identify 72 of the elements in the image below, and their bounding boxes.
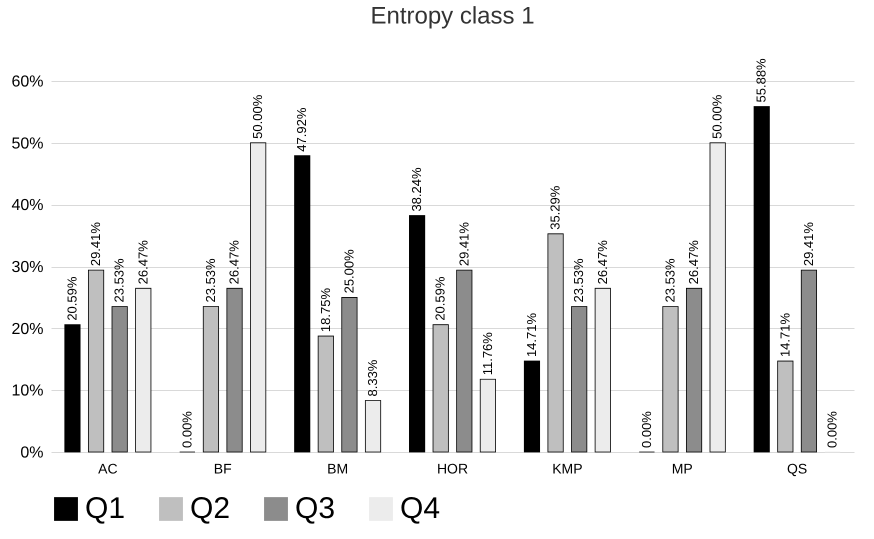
y-tick-label: 40% [11,197,44,214]
bar [571,306,588,452]
y-tick-label: 30% [11,259,44,276]
bar [710,142,726,452]
bar [364,400,382,452]
bar [294,155,310,452]
bar [112,306,128,452]
data-label: 55.88% [754,58,769,102]
data-label: 0.00% [824,410,840,448]
data-label: 29.41% [800,222,816,266]
bar [800,270,818,452]
bar [135,288,152,452]
data-label: 50.00% [250,94,266,139]
bar [548,233,564,452]
bar [754,106,770,452]
data-label: 35.29% [548,185,563,230]
data-label: 26.47% [226,240,242,284]
bar [777,360,794,452]
bar [662,306,679,452]
data-label: 20.59% [64,276,80,321]
y-tick-label: 60% [11,74,44,90]
data-label: 0.00% [179,410,194,448]
x-tick-label: MP [672,460,693,476]
data-label: 0.00% [638,410,654,448]
bar [226,288,243,452]
data-label: 14.71% [777,312,792,358]
data-label: 29.41% [456,222,472,266]
bar [341,297,358,452]
data-label: 38.24% [409,167,424,212]
data-label: 23.53% [112,258,127,303]
x-tick-label: HOR [436,460,468,476]
bar [88,270,104,452]
x-tick-label: BF [214,460,232,476]
data-label: 23.53% [202,258,218,303]
y-tick-label: 20% [11,320,44,338]
bar [456,270,472,452]
bar [432,324,449,452]
bar [480,378,496,452]
data-label: 14.71% [524,312,539,358]
data-label: 18.75% [318,288,333,332]
data-label: 11.76% [480,332,495,376]
data-label: 23.53% [571,258,586,303]
data-label: 47.92% [294,107,310,152]
bar [409,215,426,452]
legend-label: Q2 [190,492,230,525]
chart-title: Entropy class 1 [370,2,535,30]
x-tick-label: BM [327,460,348,476]
bar [318,336,334,452]
data-label: 20.59% [432,276,448,321]
legend-label: Q3 [295,492,336,525]
data-label: 26.47% [686,240,702,284]
data-label: 8.33% [365,359,380,396]
data-label: 23.53% [662,258,678,303]
legend-label: Q4 [400,492,440,525]
data-label: 50.00% [710,94,725,139]
x-tick-label: AC [98,460,118,476]
bar [250,142,266,452]
bar [64,324,81,452]
y-tick-label: 0% [20,444,44,462]
x-tick-label: KMP [552,460,583,476]
bar [202,306,220,452]
data-label: 26.47% [594,240,610,284]
data-label: 29.41% [88,222,104,266]
data-label: 26.47% [135,240,150,284]
legend-label: Q1 [85,492,126,525]
bar [686,288,702,452]
data-label: 25.00% [341,248,356,294]
bar [594,288,611,452]
bar [524,360,540,452]
y-tick-label: 50% [11,135,44,152]
y-tick-label: 10% [11,382,44,400]
x-tick-label: QS [787,460,808,476]
